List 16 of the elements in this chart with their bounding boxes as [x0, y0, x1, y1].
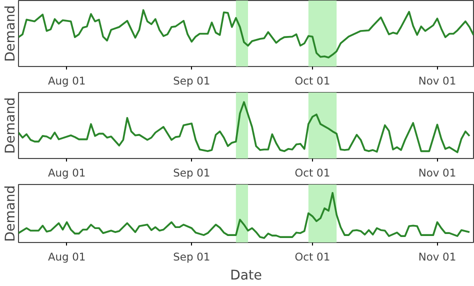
- x-tick-label: Sep 01: [173, 74, 210, 88]
- y-axis-title: Demand: [4, 5, 18, 62]
- x-tick-label: Aug 01: [48, 250, 86, 264]
- x-tick-label: Nov 01: [418, 250, 456, 264]
- y-axis-title: Demand: [4, 97, 18, 154]
- x-tick-label: Nov 01: [418, 74, 456, 88]
- x-tick-label: Sep 01: [173, 250, 210, 264]
- x-tick-label: Oct 01: [294, 166, 330, 180]
- x-tick-label: Aug 01: [48, 166, 86, 180]
- y-axis-title: Demand: [4, 185, 18, 242]
- x-tick-label: Oct 01: [294, 250, 330, 264]
- x-tick-label: Oct 01: [294, 74, 330, 88]
- x-axis-title: Date: [230, 268, 262, 284]
- x-tick-label: Nov 01: [418, 166, 456, 180]
- x-tick-label: Sep 01: [173, 166, 210, 180]
- x-tick-label: Aug 01: [48, 74, 86, 88]
